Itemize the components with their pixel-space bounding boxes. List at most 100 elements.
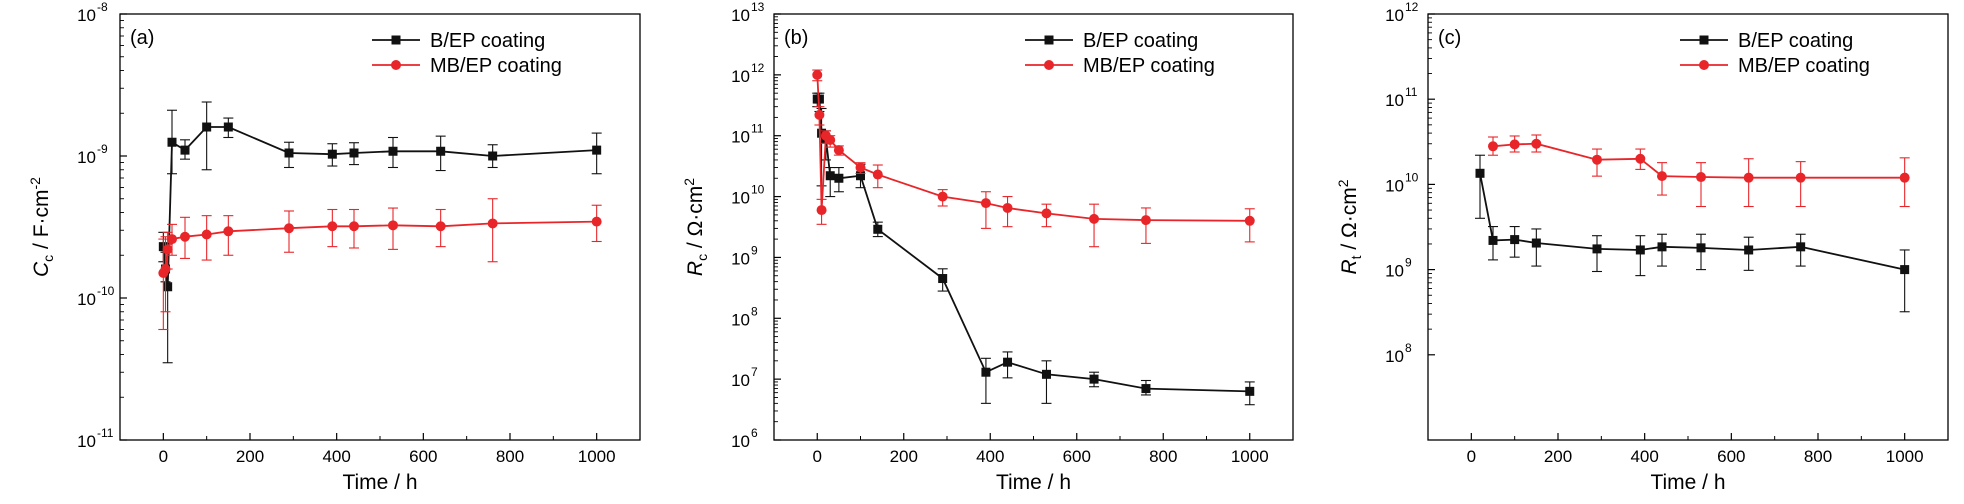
data-point <box>1041 369 1051 379</box>
y-tick-label: 10 <box>1385 347 1404 366</box>
y-tick-exponent: 8 <box>1405 341 1412 355</box>
data-point <box>1140 215 1151 226</box>
data-point <box>436 146 446 156</box>
data-point <box>1003 357 1013 367</box>
series-1 <box>812 92 1255 406</box>
data-point <box>1245 386 1255 396</box>
data-point <box>180 145 190 155</box>
data-point <box>816 205 827 216</box>
y-tick-label: 10 <box>731 310 750 329</box>
data-point <box>825 135 836 146</box>
x-tick-label: 600 <box>1063 447 1091 466</box>
x-tick-label: 0 <box>1467 447 1476 466</box>
y-tick-label: 10 <box>731 128 750 147</box>
data-point <box>937 191 948 202</box>
series-2 <box>158 198 602 331</box>
data-point <box>1592 244 1602 254</box>
data-point <box>327 149 337 159</box>
data-point <box>1795 172 1806 183</box>
data-point <box>284 148 294 158</box>
plot-frame <box>119 13 641 441</box>
series-line <box>162 126 597 287</box>
data-point <box>1475 168 1485 178</box>
legend-marker <box>391 35 401 45</box>
data-point <box>873 224 883 234</box>
data-point <box>814 109 825 120</box>
y-tick-exponent: 10 <box>1405 170 1419 184</box>
data-point <box>825 171 835 181</box>
y-tick-label: 10 <box>77 432 96 451</box>
data-point <box>1900 265 1910 275</box>
plot-frame <box>773 13 1294 441</box>
x-tick-label: 600 <box>409 447 437 466</box>
x-tick-label: 200 <box>236 447 264 466</box>
y-tick-label: 10 <box>77 290 96 309</box>
x-tick-label: 400 <box>976 447 1004 466</box>
legend-label: MB/EP coating <box>430 55 562 77</box>
data-point <box>1657 242 1667 252</box>
x-tick-label: 0 <box>813 447 822 466</box>
x-tick-label: 800 <box>1804 447 1832 466</box>
y-tick-exponent: 7 <box>751 365 758 379</box>
data-point <box>1657 171 1667 182</box>
series-line <box>817 98 1250 393</box>
panel-label: (c) <box>1438 27 1461 49</box>
data-point <box>1509 139 1520 150</box>
series-line <box>1479 173 1905 271</box>
data-point <box>1743 172 1754 183</box>
data-point <box>1696 172 1706 183</box>
x-tick-label: 200 <box>890 447 918 466</box>
x-axis-title: Time / h <box>1650 471 1725 494</box>
plot-frame <box>1427 13 1949 441</box>
x-tick-label: 400 <box>322 447 350 466</box>
panel-label: (a) <box>130 27 154 49</box>
data-point <box>812 69 823 80</box>
data-point <box>1002 202 1013 213</box>
legend: B/EP coating MB/EP coating <box>372 30 562 77</box>
data-point <box>1244 215 1255 226</box>
data-point <box>1488 235 1498 245</box>
y-tick-exponent: 9 <box>1405 256 1412 270</box>
legend-marker <box>1044 35 1054 45</box>
y-tick-label: 10 <box>1385 262 1404 281</box>
data-point <box>167 234 177 245</box>
x-tick-label: 1000 <box>1231 447 1269 466</box>
data-point <box>980 198 991 209</box>
y-tick-exponent: -9 <box>97 142 108 156</box>
x-tick-label: 1000 <box>1886 447 1924 466</box>
legend: B/EP coating MB/EP coating <box>1025 30 1215 77</box>
legend: B/EP coating MB/EP coating <box>1680 30 1870 77</box>
data-point <box>167 137 177 147</box>
data-point <box>223 226 234 237</box>
data-point <box>591 216 602 227</box>
y-tick-exponent: -8 <box>97 0 108 14</box>
data-point <box>1796 242 1806 252</box>
data-point <box>817 128 827 138</box>
y-tick-label: 10 <box>1385 91 1404 110</box>
y-tick-exponent: -11 <box>97 426 114 440</box>
legend-label: MB/EP coating <box>1738 55 1870 77</box>
y-tick-exponent: 11 <box>751 122 764 136</box>
data-point <box>855 162 866 173</box>
data-point <box>1635 245 1645 255</box>
y-tick-label: 10 <box>731 249 750 268</box>
x-axis-title: Time / h <box>342 471 417 494</box>
data-point <box>488 151 498 161</box>
y-tick-label: 10 <box>77 6 96 25</box>
data-point <box>1899 172 1910 183</box>
data-point <box>1141 384 1151 394</box>
data-point <box>833 145 844 156</box>
data-point <box>1635 153 1646 164</box>
data-point <box>180 231 190 242</box>
legend-label: B/EP coating <box>1083 30 1198 52</box>
data-point <box>1531 238 1541 248</box>
x-tick-label: 800 <box>496 447 524 466</box>
data-point <box>1089 213 1100 224</box>
legend-label: B/EP coating <box>430 30 545 52</box>
series-1 <box>1475 154 1910 313</box>
y-tick-exponent: 13 <box>751 0 765 14</box>
legend-marker <box>1044 60 1054 70</box>
